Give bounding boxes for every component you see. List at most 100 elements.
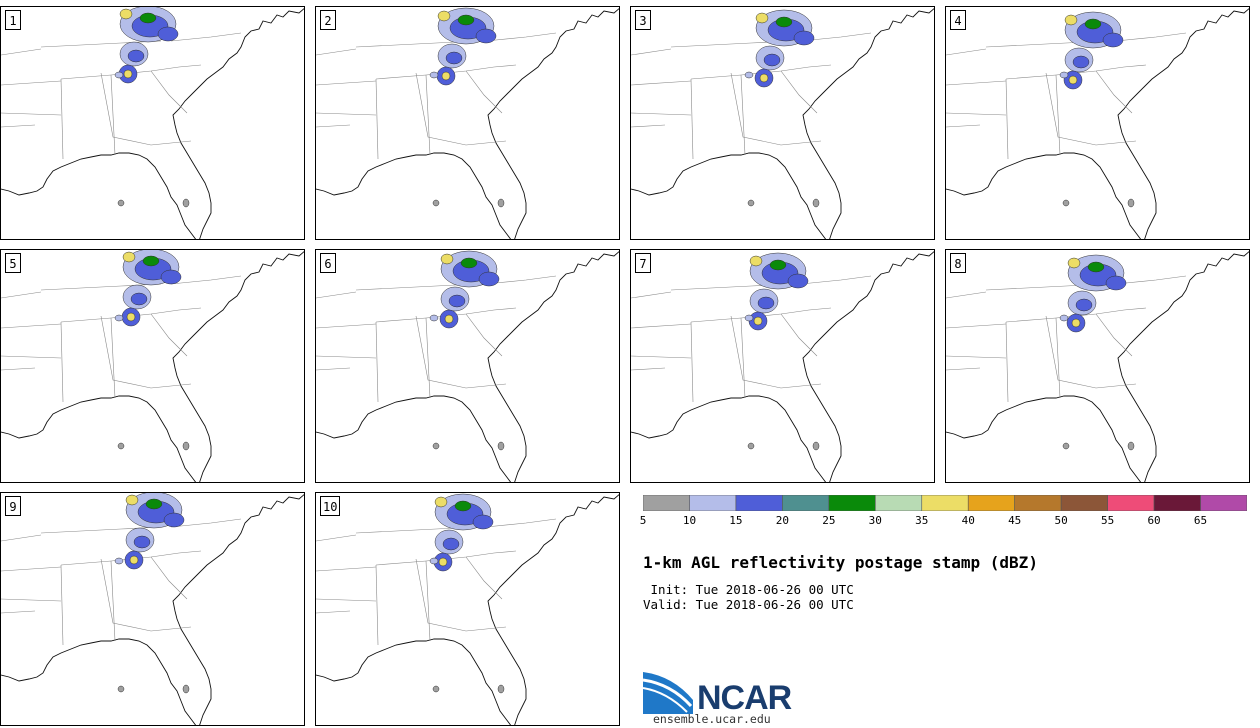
ncar-logo-text: NCAR bbox=[697, 679, 792, 717]
state-boundary bbox=[800, 275, 872, 285]
reflectivity-echo bbox=[437, 10, 451, 22]
reflectivity-echo bbox=[122, 251, 136, 263]
member-label: 8 bbox=[950, 253, 966, 273]
reflectivity-echo bbox=[125, 494, 139, 506]
reflectivity-echo bbox=[432, 199, 440, 207]
state-boundary bbox=[690, 321, 694, 403]
reflectivity-echo bbox=[182, 441, 190, 451]
colorbar-tick-label: 35 bbox=[915, 514, 929, 527]
state-boundary bbox=[1055, 317, 1061, 399]
state-boundary bbox=[485, 275, 557, 285]
state-boundary bbox=[1, 566, 62, 572]
coastline bbox=[487, 8, 619, 239]
state-boundary bbox=[690, 78, 694, 160]
state-boundary bbox=[150, 70, 188, 114]
reflectivity-echo bbox=[1068, 75, 1078, 85]
state-boundary bbox=[946, 80, 1007, 86]
ensemble-member-panel-9: 9 bbox=[0, 492, 305, 726]
state-boundary bbox=[1045, 72, 1137, 146]
ncar-logo-icon bbox=[643, 672, 693, 714]
reflectivity-echo bbox=[769, 259, 787, 271]
coastline bbox=[802, 8, 934, 239]
colorbar-tick-label: 65 bbox=[1193, 514, 1208, 527]
ensemble-member-panel-10: 10 bbox=[315, 492, 620, 726]
colorbar-segment bbox=[828, 495, 876, 511]
member-label: 1 bbox=[5, 10, 21, 30]
coastline bbox=[172, 8, 304, 239]
state-boundary bbox=[800, 32, 872, 42]
member-label: 10 bbox=[320, 496, 341, 516]
state-boundary bbox=[1115, 32, 1187, 42]
reflectivity-echo bbox=[139, 12, 157, 24]
reflectivity-echo bbox=[763, 53, 781, 67]
reflectivity-echo bbox=[114, 71, 124, 79]
state-boundary bbox=[1005, 78, 1009, 160]
state-boundary bbox=[375, 564, 379, 646]
state-boundary bbox=[1, 291, 42, 299]
state-boundary bbox=[100, 72, 192, 146]
reflectivity-echo bbox=[454, 500, 472, 512]
state-boundary bbox=[316, 566, 377, 572]
reflectivity-echo bbox=[1072, 55, 1090, 69]
state-boundary bbox=[110, 560, 116, 642]
reflectivity-echo bbox=[445, 51, 463, 65]
reflectivity-echo bbox=[759, 73, 769, 83]
reflectivity-echo bbox=[126, 312, 136, 322]
state-boundary bbox=[631, 355, 692, 359]
state-boundary bbox=[780, 70, 818, 114]
member-label: 3 bbox=[635, 10, 651, 30]
state-boundary bbox=[465, 70, 503, 114]
reflectivity-echo bbox=[744, 314, 754, 322]
coastline bbox=[631, 152, 827, 239]
state-boundary bbox=[465, 556, 503, 600]
state-boundary bbox=[946, 124, 981, 128]
colorbar-tick-label: 30 bbox=[868, 514, 882, 527]
reflectivity-echo bbox=[182, 198, 190, 208]
coastline bbox=[1117, 251, 1249, 482]
state-boundary bbox=[631, 367, 666, 371]
state-boundary bbox=[946, 355, 1007, 359]
reflectivity-echo bbox=[753, 316, 763, 326]
member-label: 2 bbox=[320, 10, 336, 30]
state-boundary bbox=[1045, 315, 1137, 389]
reflectivity-echo bbox=[457, 14, 475, 26]
state-boundary bbox=[316, 534, 357, 542]
reflectivity-echo bbox=[119, 8, 133, 20]
reflectivity-echo bbox=[497, 441, 505, 451]
reflectivity-echo bbox=[793, 30, 815, 46]
state-boundary bbox=[1, 610, 36, 614]
state-boundary bbox=[316, 598, 377, 602]
reflectivity-echo bbox=[429, 314, 439, 322]
member-label: 4 bbox=[950, 10, 966, 30]
state-boundary bbox=[425, 74, 431, 156]
colorbar-segment bbox=[735, 495, 783, 511]
state-boundary bbox=[1, 80, 62, 86]
state-boundary bbox=[631, 291, 672, 299]
state-boundary bbox=[1115, 275, 1187, 285]
state-boundary bbox=[415, 558, 507, 632]
state-boundary bbox=[316, 80, 377, 86]
colorbar-segment bbox=[1107, 495, 1155, 511]
state-boundary bbox=[170, 518, 242, 528]
basemap bbox=[316, 7, 619, 239]
state-boundary bbox=[1, 48, 42, 56]
reflectivity-echo bbox=[749, 255, 763, 267]
state-boundary bbox=[1055, 74, 1061, 156]
state-boundary bbox=[730, 72, 822, 146]
reflectivity-echo bbox=[787, 273, 809, 289]
state-boundary bbox=[150, 556, 188, 600]
reflectivity-echo bbox=[1075, 298, 1093, 312]
plot-title: 1-km AGL reflectivity postage stamp (dBZ… bbox=[643, 553, 1038, 572]
reflectivity-echo bbox=[440, 253, 454, 265]
reflectivity-echo bbox=[127, 49, 145, 63]
state-boundary bbox=[946, 323, 1007, 329]
state-boundary bbox=[1, 534, 42, 542]
reflectivity-echo bbox=[747, 199, 755, 207]
reflectivity-echo bbox=[160, 269, 182, 285]
colorbar-segment bbox=[921, 495, 969, 511]
state-boundary bbox=[1095, 70, 1133, 114]
reflectivity-echo bbox=[1064, 14, 1078, 26]
colorbar-segment bbox=[1014, 495, 1062, 511]
basemap bbox=[631, 251, 934, 482]
member-label: 5 bbox=[5, 253, 21, 273]
